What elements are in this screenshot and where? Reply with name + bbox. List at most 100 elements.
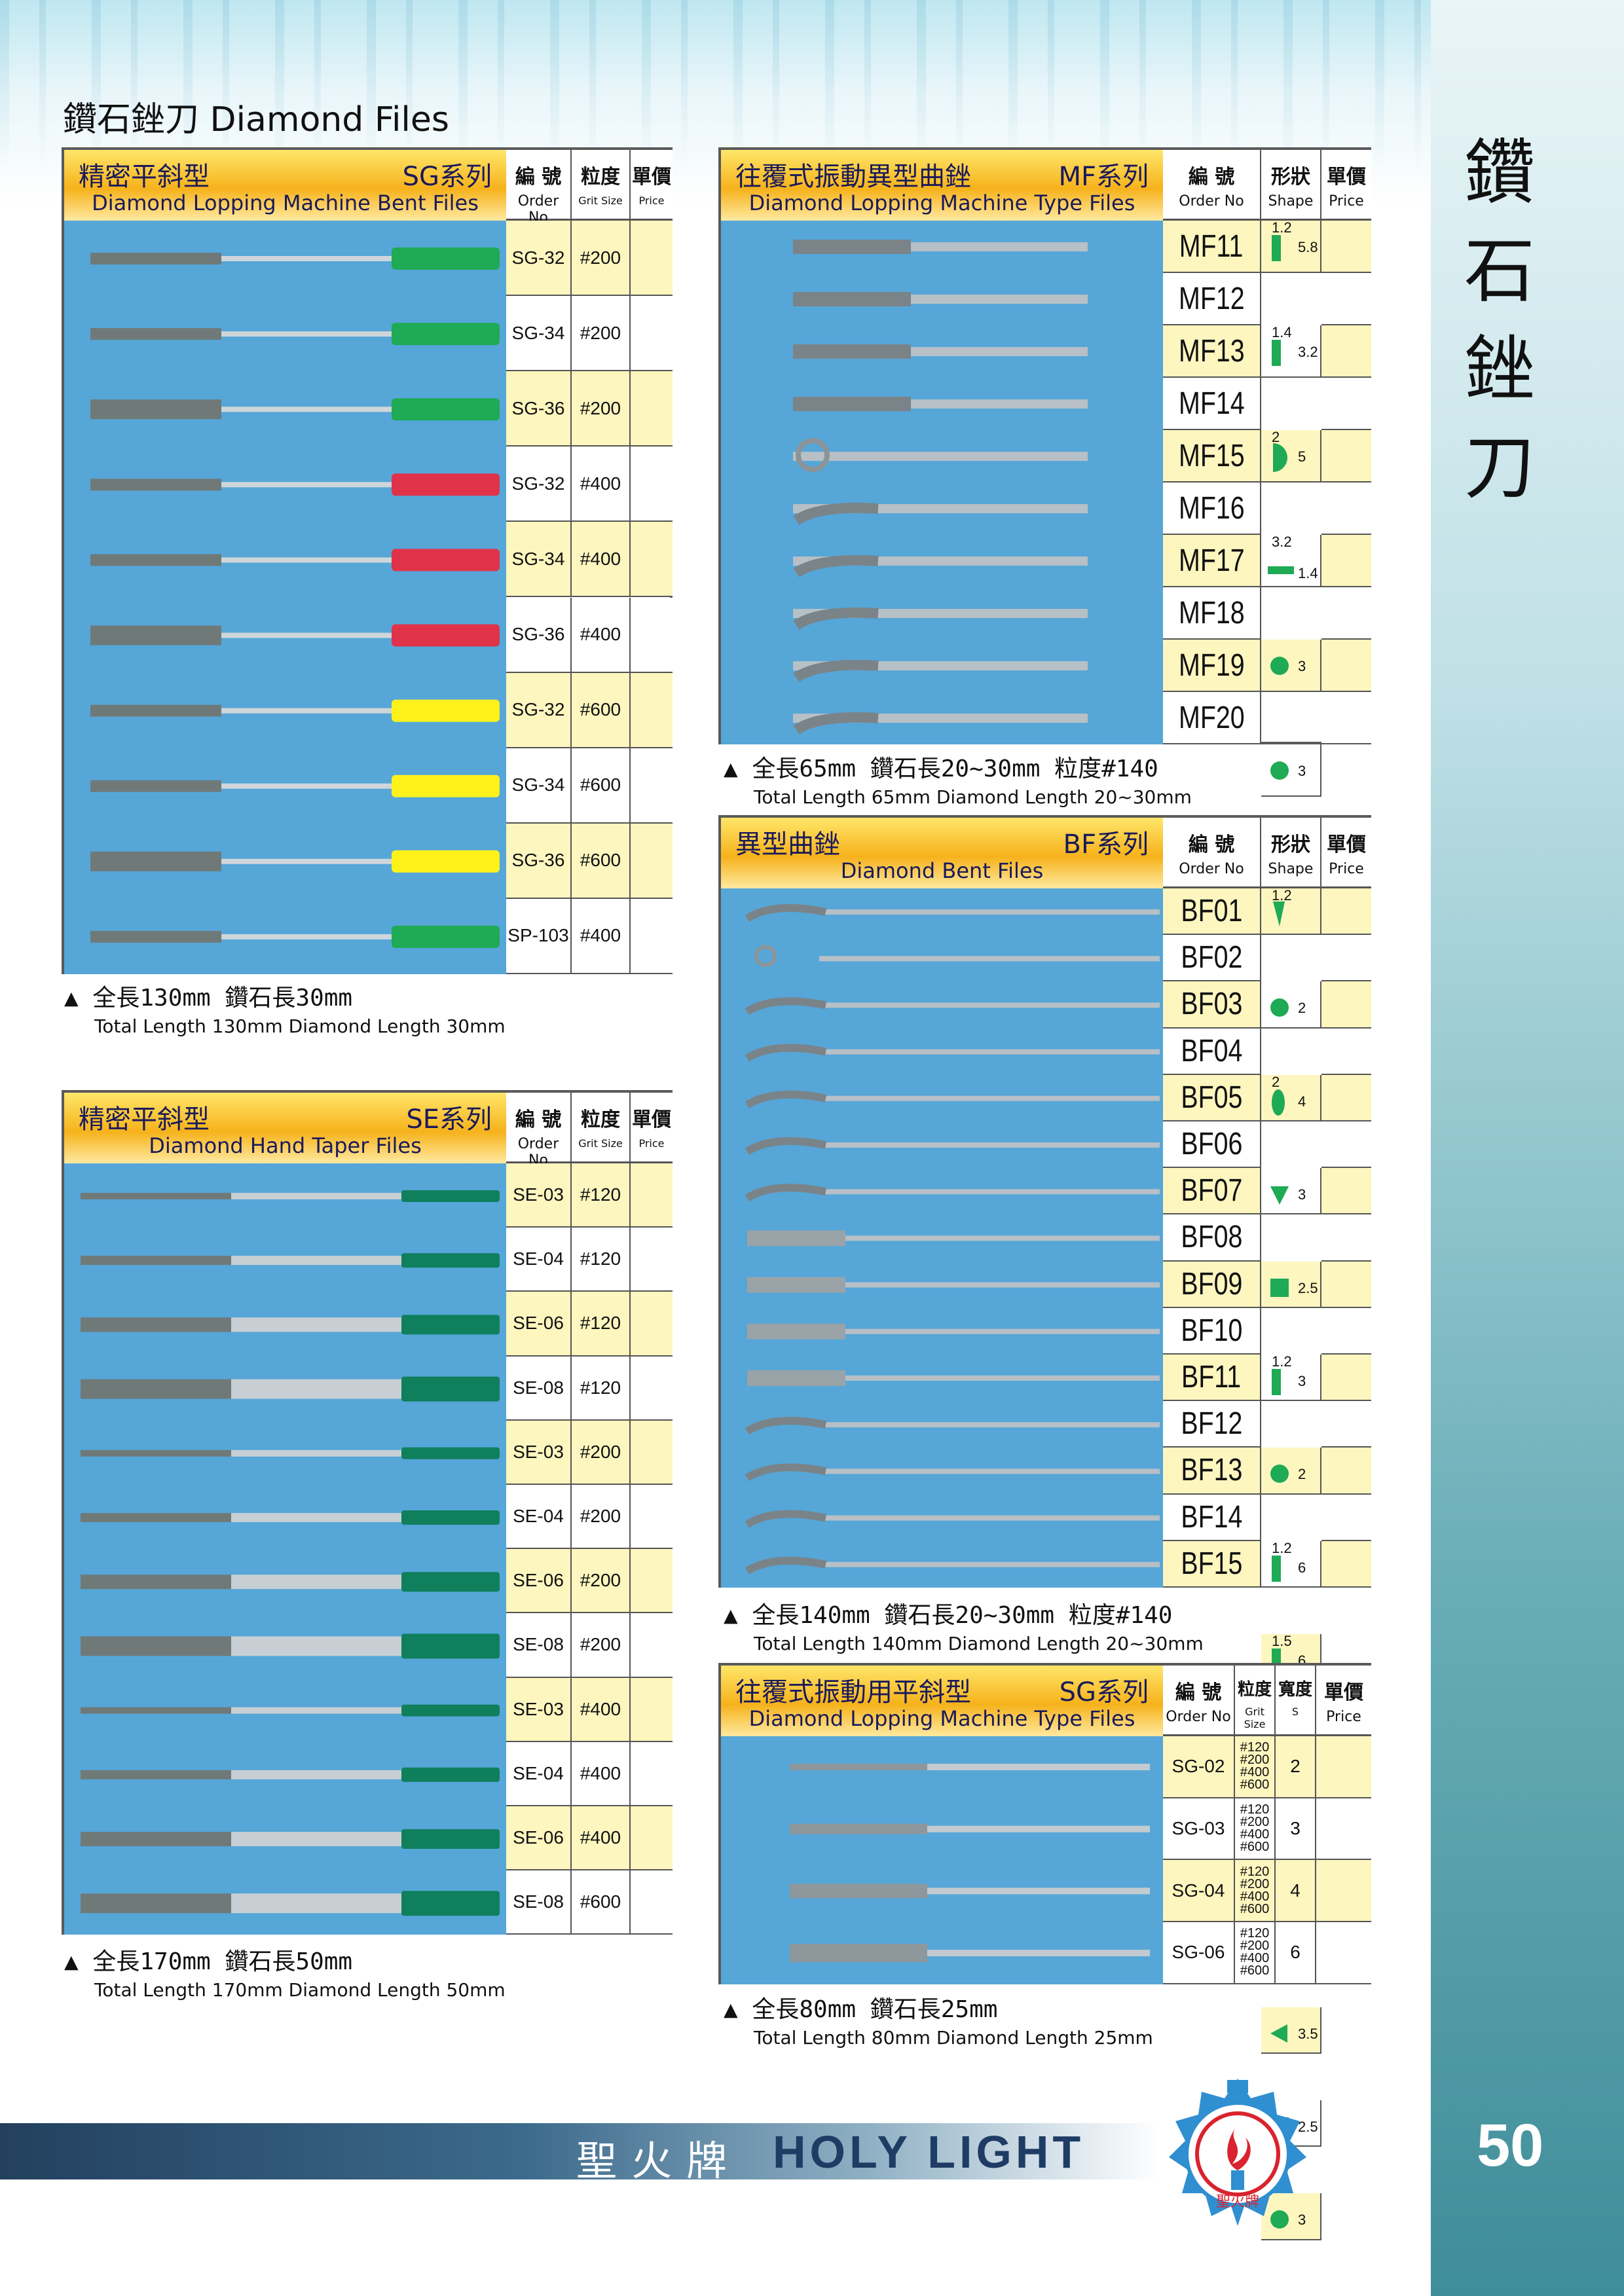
price-cell[interactable] — [631, 597, 673, 673]
price-cell[interactable] — [1321, 1540, 1371, 1588]
grit-cell: #120 — [572, 1163, 631, 1228]
shape-dimension-label: 2 — [1298, 1000, 1306, 1017]
file-sg-bent — [90, 549, 500, 572]
price-cell[interactable] — [1321, 981, 1371, 1029]
series-label: SE系列 — [406, 1104, 492, 1135]
file-sg-bent — [90, 774, 500, 797]
price-cell[interactable] — [1321, 1448, 1371, 1495]
footer-brand-zh: 聖火牌 — [576, 2137, 742, 2185]
shape-dimension-label: 1.4 — [1298, 565, 1318, 581]
price-cell[interactable] — [631, 1549, 673, 1614]
price-cell[interactable] — [1321, 1074, 1371, 1121]
price-cell[interactable] — [1321, 325, 1371, 378]
price-cell[interactable] — [1316, 1736, 1371, 1798]
price-cell[interactable] — [631, 522, 673, 598]
price-cell[interactable] — [631, 898, 673, 974]
section-sg-bent-files: 精密平斜型 SG系列 Diamond Lopping Machine Bent … — [62, 147, 673, 974]
price-cell[interactable] — [1321, 1401, 1371, 1448]
price-cell[interactable] — [631, 221, 673, 297]
grit-value: #120 — [1240, 1926, 1270, 1941]
price-cell[interactable] — [1321, 935, 1371, 982]
grit-value: #120 — [1240, 1802, 1270, 1817]
price-cell[interactable] — [631, 1228, 673, 1292]
price-cell[interactable] — [1321, 1494, 1371, 1541]
grit-cell: #120 #200 #400 #600 — [1235, 1922, 1276, 1984]
price-cell[interactable] — [1321, 430, 1371, 483]
price-cell[interactable] — [631, 1613, 673, 1678]
product-photo — [64, 221, 506, 974]
price-cell[interactable] — [631, 1485, 673, 1550]
price-cell[interactable] — [631, 1870, 673, 1935]
price-cell[interactable] — [631, 371, 673, 447]
price-cell[interactable] — [631, 1292, 673, 1357]
price-cell[interactable] — [1321, 1168, 1371, 1215]
order-no-cell: SE-06 — [506, 1292, 572, 1357]
half-round-icon — [1273, 443, 1287, 472]
file-mf — [793, 292, 1088, 306]
file-bf — [745, 997, 1160, 1015]
order-no-cell: BF05 — [1163, 1074, 1261, 1121]
price-cell[interactable] — [1316, 1922, 1371, 1984]
grit-cell: #200 — [572, 371, 631, 447]
price-cell[interactable] — [1321, 535, 1371, 587]
price-cell[interactable] — [1321, 1355, 1371, 1402]
price-cell[interactable] — [1316, 1860, 1371, 1923]
price-cell[interactable] — [1321, 483, 1371, 535]
order-no-cell: MF12 — [1163, 273, 1261, 325]
price-cell[interactable] — [631, 1420, 673, 1485]
section-title-en: Diamond Lopping Machine Type Files — [748, 191, 1135, 215]
order-no-cell: SG-32 — [506, 221, 572, 297]
shape-dimension-label: 5.8 — [1298, 239, 1318, 255]
shape-dimension-label: 4 — [1298, 1093, 1306, 1110]
price-cell[interactable] — [1321, 1307, 1371, 1355]
price-cell[interactable] — [1321, 1121, 1371, 1169]
price-cell[interactable] — [631, 1741, 673, 1806]
order-no-cell: SE-08 — [506, 1356, 572, 1421]
price-cell[interactable] — [631, 823, 673, 899]
file-bf — [745, 1184, 1160, 1202]
file-se-taper — [81, 1767, 500, 1782]
order-no-cell: SG-34 — [506, 748, 572, 824]
price-cell[interactable] — [1321, 221, 1371, 273]
order-no-cell: BF08 — [1163, 1214, 1261, 1262]
shape-dimension-label: 6 — [1298, 1559, 1306, 1576]
price-cell[interactable] — [1321, 378, 1371, 430]
file-bf — [747, 1277, 1160, 1293]
price-cell[interactable] — [1321, 1028, 1371, 1075]
file-mf — [793, 607, 1088, 630]
section-title-zh: 往覆式振動異型曲銼 — [735, 162, 971, 192]
file-sg-bent — [90, 247, 500, 270]
price-cell[interactable] — [1321, 587, 1371, 640]
price-cell[interactable] — [1321, 888, 1371, 936]
file-se-taper — [81, 1633, 500, 1659]
order-no-cell: BF09 — [1163, 1261, 1261, 1308]
price-cell[interactable] — [631, 446, 673, 522]
grit-cell: #600 — [572, 823, 631, 899]
section-sg-lopping-files: 往覆式振動用平斜型 SG系列 Diamond Lopping Machine T… — [718, 1663, 1371, 1984]
file-sg-lopping — [790, 1884, 1150, 1899]
circle-icon — [1270, 1465, 1289, 1484]
price-cell[interactable] — [631, 1163, 673, 1228]
price-cell[interactable] — [631, 672, 673, 748]
price-cell[interactable] — [631, 748, 673, 824]
price-cell[interactable] — [631, 1677, 673, 1742]
order-no-cell: SE-04 — [506, 1228, 572, 1292]
file-se-taper — [81, 1447, 500, 1459]
price-cell[interactable] — [1321, 1261, 1371, 1308]
price-cell[interactable] — [1316, 1798, 1371, 1861]
grit-value: #400 — [1240, 1889, 1270, 1904]
file-mf — [793, 659, 1088, 682]
shape-cell: 3 — [1261, 2193, 1321, 2240]
price-cell[interactable] — [1321, 640, 1371, 692]
note-mf: ▲ 全長65mm 鑽石長20~30mm 粒度#140 Total Length 6… — [724, 756, 1192, 808]
grit-value: #600 — [1240, 1777, 1270, 1793]
price-cell[interactable] — [1321, 692, 1371, 744]
shape-cell: 3 — [1261, 744, 1321, 797]
price-cell[interactable] — [631, 296, 673, 372]
price-cell[interactable] — [631, 1806, 673, 1871]
header-price: 單價 Price — [631, 1093, 673, 1163]
price-cell[interactable] — [631, 1356, 673, 1421]
triangle-down-icon — [1270, 1186, 1289, 1205]
price-cell[interactable] — [1321, 1214, 1371, 1262]
price-cell[interactable] — [1321, 273, 1371, 325]
